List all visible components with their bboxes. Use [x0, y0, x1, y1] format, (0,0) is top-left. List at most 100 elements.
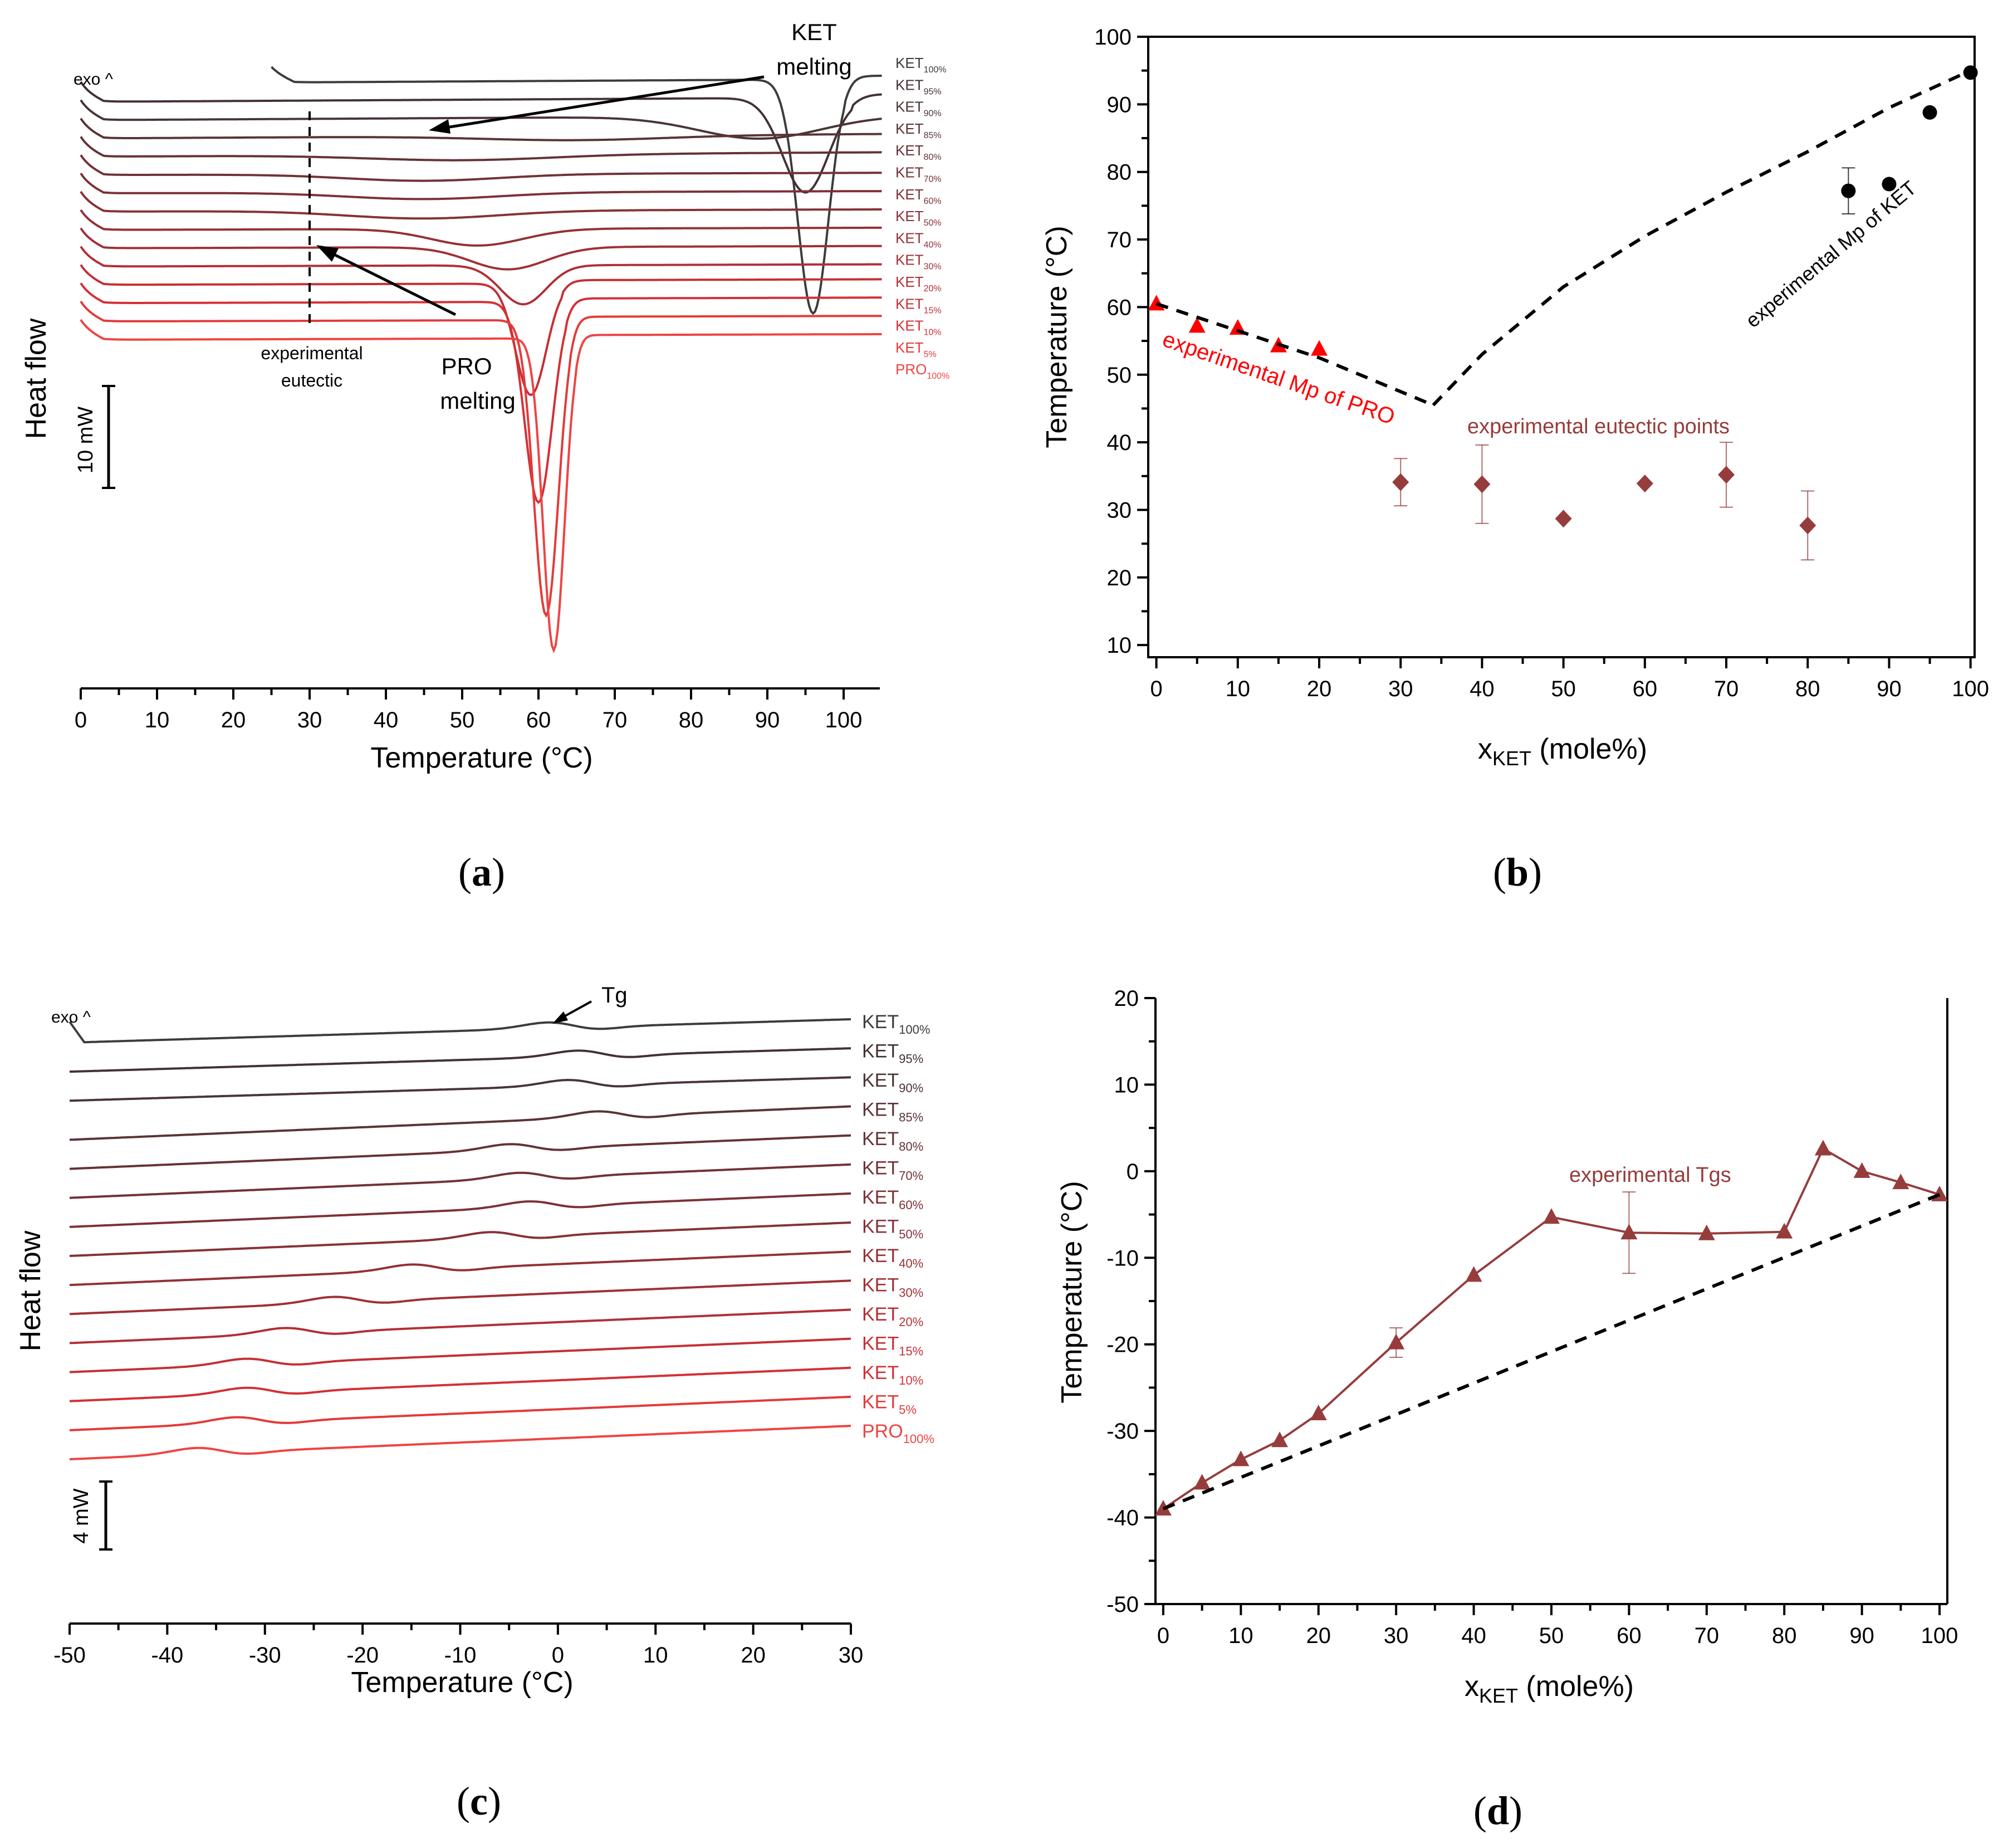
panel-b-y-tick-label: 80: [1107, 160, 1132, 185]
panel-a-curve: [80, 154, 882, 182]
panel-c-series-label: PRO100%: [862, 1421, 934, 1446]
panel-a-chart: 0 10 20 30 40 50 60 70 80 90 100 KET100%KET95% KET9…: [20, 19, 949, 774]
panel-d-x-tick-label: 100: [1921, 1624, 1958, 1648]
panel-c-curve: [69, 1105, 851, 1141]
panel-a-series-label: KET70%: [895, 164, 942, 184]
panel-c-curve: [69, 1308, 851, 1345]
panel-a-ket-arrow: [442, 75, 765, 130]
panel-d-tg-point: [1271, 1431, 1289, 1448]
panel-a-pro-arrow: [327, 250, 457, 316]
panel-a-curve: [80, 190, 882, 220]
panel-c-x-tick-label: 20: [741, 1643, 766, 1668]
panel-d-x-tick-label: 60: [1617, 1624, 1642, 1648]
panel-b-x-tick-label: 50: [1551, 677, 1576, 701]
panel-a-series-label: KET20%: [895, 273, 942, 294]
panel-b-eutectic-point: [1799, 516, 1816, 535]
panel-d-y-tick-label: -50: [1106, 1592, 1139, 1617]
panel-a-series-label: KET85%: [895, 120, 942, 140]
panel-a-curves: [80, 66, 882, 654]
panel-a-series-label: KET90%: [895, 99, 942, 119]
panel-a-pro-melting-label-1: PRO: [441, 353, 492, 379]
panel-c-curve: [69, 1337, 851, 1373]
panel-b-x-tick-label: 20: [1307, 677, 1332, 701]
panel-b-x-tick-label: 30: [1388, 677, 1413, 701]
panel-c-series-label: KET60%: [862, 1187, 923, 1212]
panel-b-x-tick-label: 80: [1795, 677, 1820, 701]
panel-d-x-tick-label: 80: [1772, 1624, 1797, 1648]
panel-c-curve: [69, 1250, 851, 1287]
panel-b-ket-point: [1841, 183, 1856, 198]
panel-a-curve: [80, 118, 882, 141]
panel-a-series-label: KET95%: [895, 76, 942, 96]
panel-d-tg-point: [1853, 1162, 1870, 1178]
caption-c: (c): [457, 1779, 501, 1823]
panel-a-series-label: KET40%: [895, 229, 942, 250]
panel-b-y-tick-label: 90: [1107, 92, 1132, 117]
panel-b-eutectic-point: [1392, 473, 1409, 491]
caption-b: (b): [1493, 850, 1542, 894]
panel-d-x-tick-label: 30: [1384, 1624, 1409, 1648]
panel-c-series-label: KET85%: [862, 1099, 923, 1125]
panel-b-x-tick-label: 70: [1714, 677, 1739, 701]
panel-c-scale-bar-label: 4 mW: [70, 1488, 93, 1543]
panel-a-curve: [80, 264, 882, 397]
panel-d-tg-point: [1543, 1208, 1560, 1224]
panel-c-chart: -50 -40 -30 -20 -10 0 10 20 30 KET100% KET95% KET9…: [14, 983, 934, 1699]
panel-a-curve: [80, 209, 882, 247]
panel-b-ket-point: [1922, 105, 1937, 120]
panel-b-pro-point: [1188, 317, 1206, 333]
panel-a-curve: [80, 282, 882, 504]
panel-a-x-axis-label: Temperature (°C): [370, 742, 592, 774]
panel-d-tg-point: [1193, 1474, 1211, 1490]
panel-b-x-tick-label: 60: [1633, 677, 1658, 701]
panel-d-tg-point: [1776, 1223, 1793, 1239]
panel-a-pro-melting-label-2: melting: [440, 388, 515, 414]
panel-c-series-label: KET90%: [862, 1070, 923, 1095]
panel-c-curve: [69, 1134, 851, 1170]
panel-a-pro-arrow-head: [316, 245, 339, 262]
panel-d-x-tick-label: 90: [1849, 1624, 1874, 1648]
panel-a-series-label: KET30%: [895, 252, 942, 272]
panel-d-y-tick-label: 20: [1114, 986, 1139, 1011]
panel-a-curve: [271, 66, 882, 315]
panel-c-x-tick-label: 30: [839, 1643, 864, 1668]
panel-d-tg-point: [1465, 1266, 1482, 1282]
panel-a-series-label: PRO100%: [895, 361, 949, 381]
panel-d-tg-point: [1232, 1450, 1250, 1466]
panel-a-scale-bar-label: 10 mW: [74, 407, 97, 473]
panel-a-y-axis-label: Heat flow: [20, 318, 52, 439]
panel-a-x-tick-label: 100: [825, 708, 863, 732]
panel-a-x-tick-label: 80: [679, 708, 704, 732]
panel-a-x-tick-label: 0: [75, 708, 87, 732]
panel-b-y-tick-label: 70: [1107, 228, 1132, 252]
panel-c-curve: [69, 1076, 851, 1102]
panel-c-series-label: KET20%: [862, 1304, 923, 1329]
panel-a-x-tick-label: 10: [145, 708, 170, 732]
panel-b-ticks: 0 10 20 30 40 50 60 70 80 90 100 10 20 30 40 50 60 70 80 90…: [1094, 25, 1989, 701]
panel-c-series-label: KET40%: [862, 1245, 923, 1270]
panel-c-series-label: KET70%: [862, 1158, 923, 1183]
panel-d-tg-point: [1698, 1224, 1715, 1240]
panel-b-y-tick-label: 20: [1107, 566, 1132, 590]
panel-a-eutectic-label-2: eutectic: [281, 370, 342, 390]
panel-b-plot-frame: [1147, 36, 1976, 658]
panel-c-x-ticks: -50 -40 -30 -20 -10 0 10 20 30: [53, 1624, 863, 1668]
panel-c-curve: [69, 1425, 851, 1460]
panel-b-ket-point: [1963, 65, 1978, 80]
panel-c-x-tick-label: -10: [444, 1643, 477, 1668]
panel-c-series-label: KET15%: [862, 1333, 923, 1358]
panel-b-x-tick-label: 90: [1877, 677, 1902, 701]
panel-b-y-tick-label: 40: [1107, 431, 1132, 455]
panel-b-x-tick-label: 100: [1952, 677, 1989, 701]
panel-b-y-tick-label: 30: [1107, 498, 1132, 522]
panel-b-pro-point: [1311, 340, 1328, 356]
panel-b-eutectic-point: [1555, 510, 1572, 528]
panel-a-curve: [80, 172, 882, 201]
panel-c-curve: [69, 1192, 851, 1228]
panel-d-x-tick-label: 20: [1306, 1624, 1331, 1648]
panel-a-curve: [80, 227, 882, 271]
panel-a-ket-melting-label-1: KET: [791, 19, 837, 45]
panel-c-curve: [69, 1279, 851, 1316]
panel-d-y-tick-label: -10: [1106, 1246, 1139, 1270]
panel-a-x-tick-label: 50: [450, 708, 475, 732]
